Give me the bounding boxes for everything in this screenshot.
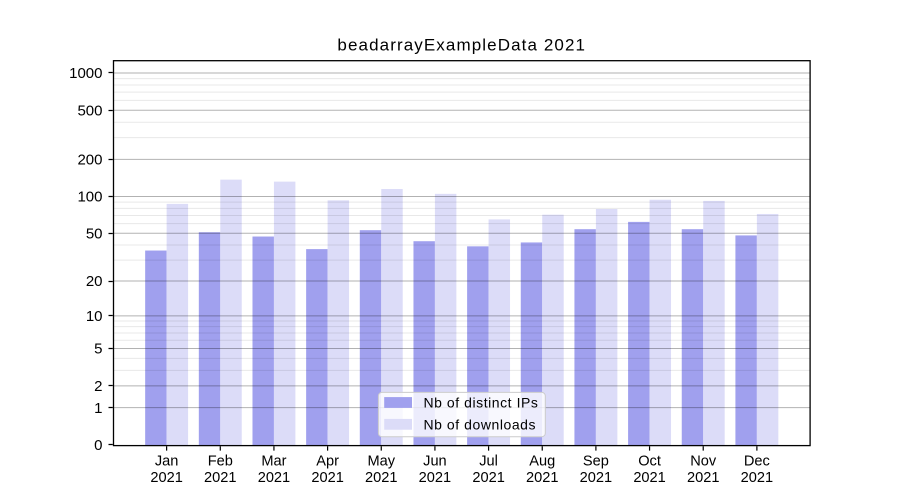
svg-text:Jun: Jun bbox=[423, 453, 447, 469]
svg-text:2021: 2021 bbox=[365, 470, 397, 486]
svg-text:20: 20 bbox=[86, 273, 103, 290]
svg-text:1: 1 bbox=[94, 400, 102, 417]
svg-text:Oct: Oct bbox=[638, 453, 661, 469]
svg-text:2021: 2021 bbox=[580, 470, 612, 486]
svg-text:2021: 2021 bbox=[419, 470, 451, 486]
svg-text:2021: 2021 bbox=[311, 470, 343, 486]
svg-text:Dec: Dec bbox=[744, 453, 770, 469]
svg-text:10: 10 bbox=[86, 308, 103, 325]
svg-text:50: 50 bbox=[86, 226, 103, 243]
svg-text:100: 100 bbox=[77, 189, 102, 206]
svg-text:Nov: Nov bbox=[690, 453, 717, 469]
svg-text:May: May bbox=[367, 453, 395, 469]
svg-text:1000: 1000 bbox=[69, 65, 102, 82]
svg-text:Mar: Mar bbox=[261, 453, 286, 469]
svg-text:2021: 2021 bbox=[526, 470, 558, 486]
svg-text:2021: 2021 bbox=[633, 470, 665, 486]
svg-text:2021: 2021 bbox=[204, 470, 236, 486]
svg-text:Apr: Apr bbox=[316, 453, 339, 469]
svg-text:2021: 2021 bbox=[741, 470, 773, 486]
svg-text:2021: 2021 bbox=[687, 470, 719, 486]
svg-text:Feb: Feb bbox=[208, 453, 233, 469]
svg-text:500: 500 bbox=[77, 102, 102, 119]
svg-text:200: 200 bbox=[77, 152, 102, 169]
svg-text:Jul: Jul bbox=[479, 453, 498, 469]
svg-text:2: 2 bbox=[94, 378, 102, 395]
svg-text:Aug: Aug bbox=[529, 453, 555, 469]
svg-text:2021: 2021 bbox=[258, 470, 290, 486]
svg-text:2021: 2021 bbox=[472, 470, 504, 486]
svg-text:0: 0 bbox=[94, 437, 102, 454]
svg-text:beadarrayExampleData 2021: beadarrayExampleData 2021 bbox=[337, 36, 586, 55]
svg-text:Nb of downloads: Nb of downloads bbox=[424, 416, 537, 432]
svg-text:2021: 2021 bbox=[150, 470, 182, 486]
svg-text:Nb of distinct IPs: Nb of distinct IPs bbox=[424, 395, 539, 411]
svg-text:Jan: Jan bbox=[155, 453, 179, 469]
svg-text:Sep: Sep bbox=[583, 453, 609, 469]
svg-text:5: 5 bbox=[94, 341, 102, 358]
